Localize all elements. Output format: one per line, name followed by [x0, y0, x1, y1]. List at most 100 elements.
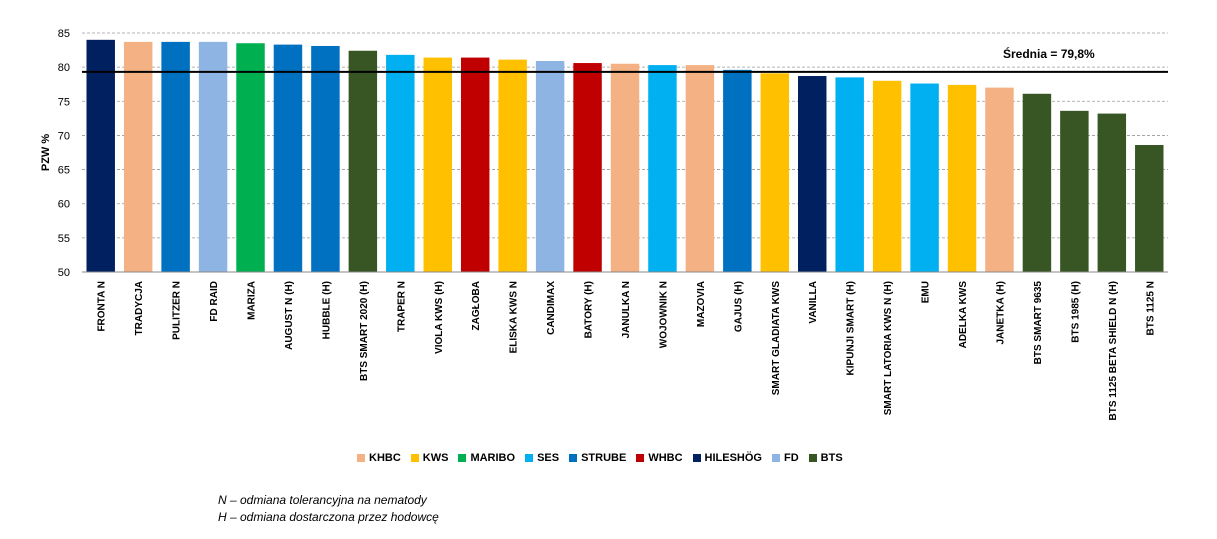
x-tick-label: AUGUST N (H) — [284, 281, 295, 350]
note-nematode: N – odmiana tolerancyjna na nematody — [218, 493, 427, 507]
x-tick-label: TRAPER N — [396, 281, 407, 332]
bar — [423, 57, 452, 272]
bar — [872, 80, 902, 272]
x-tick-label: JANULKA N — [621, 281, 632, 338]
legend-swatch — [458, 454, 467, 462]
bar — [535, 60, 565, 272]
y-tick-label: 85 — [58, 28, 70, 40]
legend-swatch — [771, 454, 780, 462]
legend-swatch — [410, 454, 419, 462]
footnotes: N – odmiana tolerancyjna na nematody H –… — [218, 492, 439, 526]
x-tick-label: FRONTA N — [97, 281, 108, 332]
legend-item: MARIBO — [458, 452, 515, 464]
bar — [348, 50, 378, 272]
y-tick-label: 60 — [58, 199, 70, 211]
bar — [723, 69, 752, 272]
x-tick-label: BTS 1985 (H) — [1070, 281, 1081, 343]
x-tick-label: GAJUS (H) — [733, 281, 744, 332]
bar — [198, 41, 228, 273]
legend-item: KHBC — [357, 452, 401, 464]
y-tick-label: 55 — [58, 233, 70, 245]
bar — [386, 54, 415, 273]
x-tick-label: BTS 1125 BETA SHIELD N (H) — [1108, 281, 1119, 420]
x-tick-label: TRADYCJA — [134, 281, 145, 335]
legend-label: FD — [783, 452, 799, 464]
x-tick-label: BTS SMART 2020 (H) — [359, 281, 370, 381]
bar — [835, 77, 864, 272]
legend-swatch — [808, 454, 817, 462]
legend-item: BTS — [808, 452, 843, 464]
legend-label: SES — [537, 452, 560, 464]
bar — [985, 87, 1014, 272]
legend-swatch — [636, 454, 645, 462]
bar — [610, 63, 640, 272]
legend: KHBC KWS MARIBO SES STRUBE WHBC HILESHÖG FD BTS — [357, 452, 853, 464]
x-tick-label: WOJOWNIK N — [658, 281, 669, 348]
legend-label: KHBC — [369, 452, 401, 464]
x-tick-label: SMART LATORIA KWS N (H) — [883, 281, 894, 415]
bar — [123, 41, 153, 273]
bar — [1060, 110, 1089, 273]
legend-swatch — [569, 454, 578, 462]
legend-swatch — [357, 454, 365, 462]
x-tick-label: SMART GLADIATA KWS — [771, 281, 782, 396]
x-tick-label: MAZOVIA — [696, 281, 707, 327]
bar — [273, 44, 303, 273]
bar — [311, 45, 340, 272]
bar — [236, 43, 265, 272]
legend-label: WHBC — [648, 452, 683, 464]
x-tick-label: ELISKA KWS N — [509, 281, 520, 353]
x-tick-label: EMU — [921, 281, 932, 303]
bar — [760, 73, 790, 272]
x-tick-label: KIPUNJI SMART (H) — [846, 281, 857, 375]
bars — [86, 39, 1164, 273]
bar — [460, 57, 490, 272]
legend-item: STRUBE — [569, 452, 626, 464]
x-tick-label: PULITZER N — [172, 281, 183, 340]
x-tick-label: VANILLA — [808, 281, 819, 324]
x-tick-label: ZAGŁOBA — [471, 281, 482, 330]
bar — [573, 63, 602, 272]
legend-label: BTS — [820, 452, 843, 464]
legend-item: FD — [771, 452, 799, 464]
y-axis-ticks: 50 55 60 65 70 75 80 85 — [58, 28, 70, 279]
y-tick-label: 50 — [58, 267, 70, 279]
x-tick-label: BTS 1125 N — [1145, 281, 1156, 335]
legend-swatch — [692, 454, 701, 462]
x-tick-label: HUBBLE (H) — [321, 281, 332, 339]
legend-label: MARIBO — [470, 452, 516, 464]
legend-item: HILESHÖG — [692, 452, 762, 464]
average-label: Średnia = 79,8% — [1003, 46, 1095, 61]
bar — [498, 59, 527, 273]
bar — [910, 83, 939, 272]
x-tick-label: ADELKA KWS — [958, 281, 969, 349]
bar-chart: 50 55 60 65 70 75 80 85 FRONTA N TRADYCJA PULITZE… — [40, 28, 1168, 420]
note-breeder: H – odmiana dostarczona przez hodowcę — [218, 510, 439, 524]
bar — [798, 76, 827, 273]
bar — [1097, 113, 1127, 272]
x-tick-label: MARIZA — [247, 281, 258, 320]
y-tick-label: 75 — [58, 96, 70, 108]
bar — [685, 65, 715, 272]
x-tick-label: BATORY (H) — [584, 281, 595, 338]
x-tick-label: BTS SMART 9635 — [1033, 281, 1044, 365]
bar — [1022, 93, 1052, 272]
y-tick-label: 70 — [58, 130, 70, 142]
x-tick-label: CANDIMAX — [546, 281, 557, 335]
y-axis-title: PZW % — [40, 134, 52, 171]
legend-item: KWS — [410, 452, 448, 464]
legend-label: STRUBE — [581, 452, 627, 464]
legend-label: HILESHÖG — [704, 452, 762, 464]
bar — [161, 41, 190, 273]
bar — [648, 65, 677, 272]
x-tick-label: FD RAID — [209, 281, 220, 322]
legend-swatch — [525, 454, 534, 462]
legend-item: SES — [525, 452, 559, 464]
x-tick-label: VIOLA KWS (H) — [434, 281, 445, 354]
y-tick-label: 80 — [58, 62, 70, 74]
y-tick-label: 65 — [58, 165, 70, 177]
x-tick-label: JANETKA (H) — [995, 281, 1006, 345]
bar — [1135, 144, 1164, 272]
bar — [947, 84, 977, 272]
legend-item: WHBC — [636, 452, 683, 464]
